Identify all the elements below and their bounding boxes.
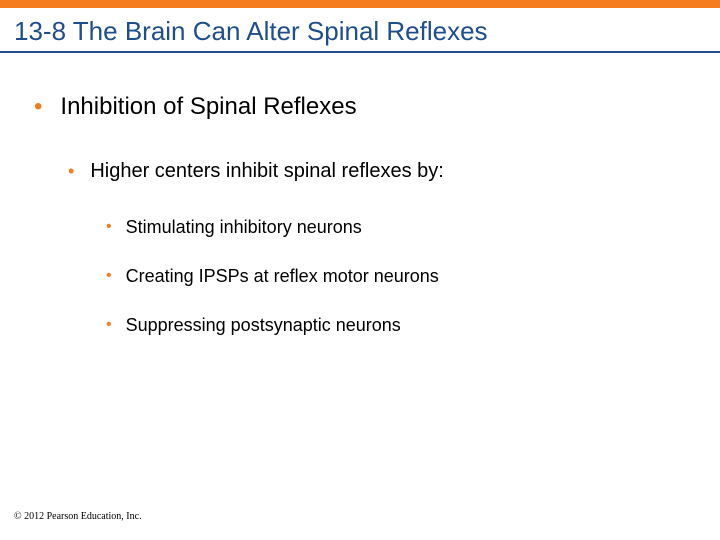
title-block: 13-8 The Brain Can Alter Spinal Reflexes [0,8,720,53]
bullet-text: Higher centers inhibit spinal reflexes b… [90,160,444,183]
bullet-text: Stimulating inhibitory neurons [126,217,362,238]
bullet-level-1: • Inhibition of Spinal Reflexes [30,93,720,122]
slide-title: 13-8 The Brain Can Alter Spinal Reflexes [14,16,720,47]
bullet-icon: • [106,315,112,336]
content-area: • Inhibition of Spinal Reflexes • Higher… [0,53,720,336]
bullet-icon: • [106,217,112,238]
bullet-level-3: • Suppressing postsynaptic neurons [102,315,720,336]
bullet-level-2: • Higher centers inhibit spinal reflexes… [64,160,720,183]
bullet-level-3: • Stimulating inhibitory neurons [102,217,720,238]
accent-top-bar [0,0,720,8]
copyright-footer: © 2012 Pearson Education, Inc. [14,511,142,522]
bullet-text: Creating IPSPs at reflex motor neurons [126,266,439,287]
bullet-icon: • [34,93,42,122]
bullet-icon: • [106,266,112,287]
bullet-text: Suppressing postsynaptic neurons [126,315,401,336]
bullet-text: Inhibition of Spinal Reflexes [60,93,356,121]
bullet-level-3: • Creating IPSPs at reflex motor neurons [102,266,720,287]
bullet-icon: • [68,160,74,183]
